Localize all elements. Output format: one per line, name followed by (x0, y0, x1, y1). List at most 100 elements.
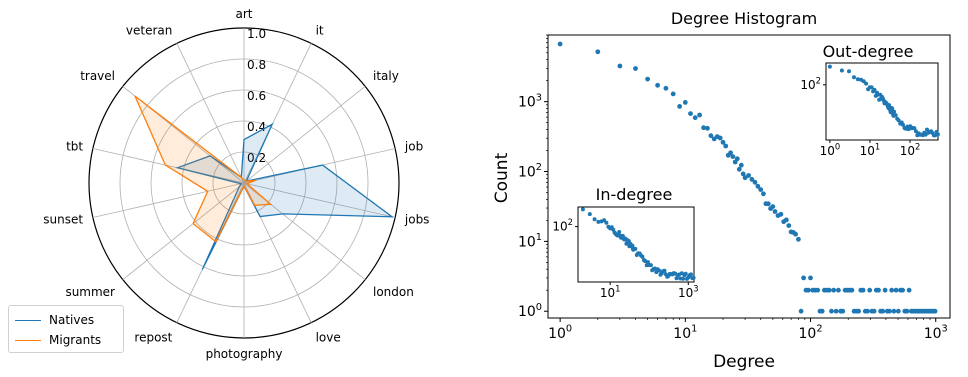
radar-chart: 0.20.40.60.81.0artititalyjobjobslondonlo… (43, 7, 430, 361)
legend-swatch-migrants (15, 340, 41, 341)
histogram-point (765, 201, 771, 207)
histogram-point (770, 204, 776, 210)
radar-category-label-repost: repost (134, 331, 172, 345)
histogram-point (761, 191, 766, 197)
radar-radial-tick-label: 0.8 (247, 58, 266, 72)
inset-out-degree-point (839, 68, 844, 73)
inset-in-degree-point (580, 207, 585, 212)
histogram-title: Degree Histogram (671, 9, 817, 28)
histogram-x-tick-label: 100 (548, 324, 572, 342)
radar-legend: Natives Migrants (8, 305, 124, 353)
radar-category-label-love: love (316, 331, 341, 345)
histogram-point (670, 91, 676, 97)
histogram-point (682, 100, 688, 105)
radar-category-label-jobs: jobs (404, 213, 430, 227)
inset-in-degree-point (596, 219, 601, 224)
inset-out-degree-point (912, 126, 917, 131)
inset-in-degree-point (587, 212, 592, 217)
legend-item-migrants: Migrants (15, 332, 101, 348)
histogram-point (871, 308, 877, 314)
inset-out-degree-points (827, 64, 940, 138)
histogram-point (595, 49, 601, 55)
histogram-point (740, 171, 746, 177)
histogram-point (805, 287, 811, 293)
histogram-point (557, 41, 563, 47)
radar-spoke (92, 148, 245, 184)
histogram-point (708, 133, 714, 139)
histogram-point (887, 308, 892, 314)
inset-in-degree-y-tick-label: 102 (552, 217, 573, 233)
histogram-point (755, 183, 761, 189)
histogram-point (705, 125, 710, 131)
legend-item-natives: Natives (15, 312, 94, 328)
histogram-x-axis-label: Degree (713, 352, 775, 372)
radar-category-label-sunset: sunset (43, 213, 83, 227)
histogram-point (749, 177, 755, 182)
histogram-point (904, 308, 910, 314)
histogram-point (701, 125, 706, 131)
histogram-point (728, 150, 733, 156)
inset-out-degree-point (869, 85, 874, 90)
inset-out-degree-point (935, 132, 940, 137)
histogram-point (783, 217, 789, 223)
histogram-point (796, 236, 801, 242)
histogram-point (829, 308, 834, 314)
histogram-point (849, 287, 855, 293)
legend-label-migrants: Migrants (49, 333, 102, 347)
histogram-point (663, 85, 669, 91)
radar-category-label-photography: photography (206, 347, 283, 361)
histogram-point (856, 308, 861, 314)
histogram-point (692, 115, 698, 121)
radar-category-label-job: job (404, 139, 423, 153)
histogram-point (836, 287, 841, 293)
inset-in-degree-x-tick-label: 101 (600, 284, 621, 300)
inset-in-degree-point (683, 271, 688, 276)
histogram-y-axis-label: Count (492, 152, 512, 203)
histogram-point (793, 231, 798, 237)
inset-in-degree-point (617, 230, 622, 234)
histogram-points (557, 41, 938, 314)
histogram-point (772, 209, 778, 214)
histogram-point (786, 223, 792, 229)
histogram-y-tick-label: 101 (518, 232, 542, 250)
inset-out-degree-point (827, 64, 832, 69)
histogram-point (819, 308, 825, 314)
histogram-y-tick-label: 103 (518, 92, 542, 110)
histogram-point (880, 308, 886, 314)
histogram-point (876, 287, 881, 293)
inset-out-degree-point (893, 113, 898, 118)
histogram-point (778, 211, 784, 217)
histogram-point (645, 76, 650, 82)
inset-in-degree-point (657, 268, 662, 273)
inset-out-degree: 100 101 102 102 (800, 62, 940, 158)
radar-category-label-london: london (373, 285, 414, 299)
inset-out-degree-point (872, 87, 877, 92)
inset-in-degree-point (633, 246, 638, 251)
histogram-point (891, 308, 897, 314)
histogram-point (865, 308, 870, 314)
legend-swatch-natives (15, 320, 41, 321)
radar-category-label-it: it (316, 23, 324, 37)
inset-out-degree-point (864, 81, 869, 86)
inset-in-degree-point (640, 254, 645, 259)
inset-in-degree-point (662, 268, 667, 273)
histogram-point (895, 308, 901, 314)
histogram-plot-frame (547, 34, 951, 319)
histogram-point (734, 156, 740, 162)
inset-out-degree-point (901, 122, 905, 127)
inset-in-degree-title: In-degree (596, 185, 673, 204)
inset-in-degree: 101 103 102 (552, 206, 699, 300)
radar-spoke (122, 182, 245, 280)
histogram-point (752, 179, 758, 185)
inset-out-degree-x-tick-label: 102 (900, 142, 921, 158)
inset-in-degree-x-tick-label: 103 (678, 284, 699, 300)
histogram-point (798, 308, 804, 314)
histogram-point (808, 275, 813, 281)
inset-out-degree-point (925, 127, 929, 132)
radar-category-label-art: art (236, 7, 253, 21)
inset-in-degree-point (691, 275, 696, 280)
histogram-point (746, 173, 751, 178)
degree-histogram-chart: Degree Histogram Degree Count Out-degree… (492, 9, 951, 372)
histogram-y-tick-label: 102 (518, 162, 542, 180)
histogram-point (688, 111, 693, 116)
